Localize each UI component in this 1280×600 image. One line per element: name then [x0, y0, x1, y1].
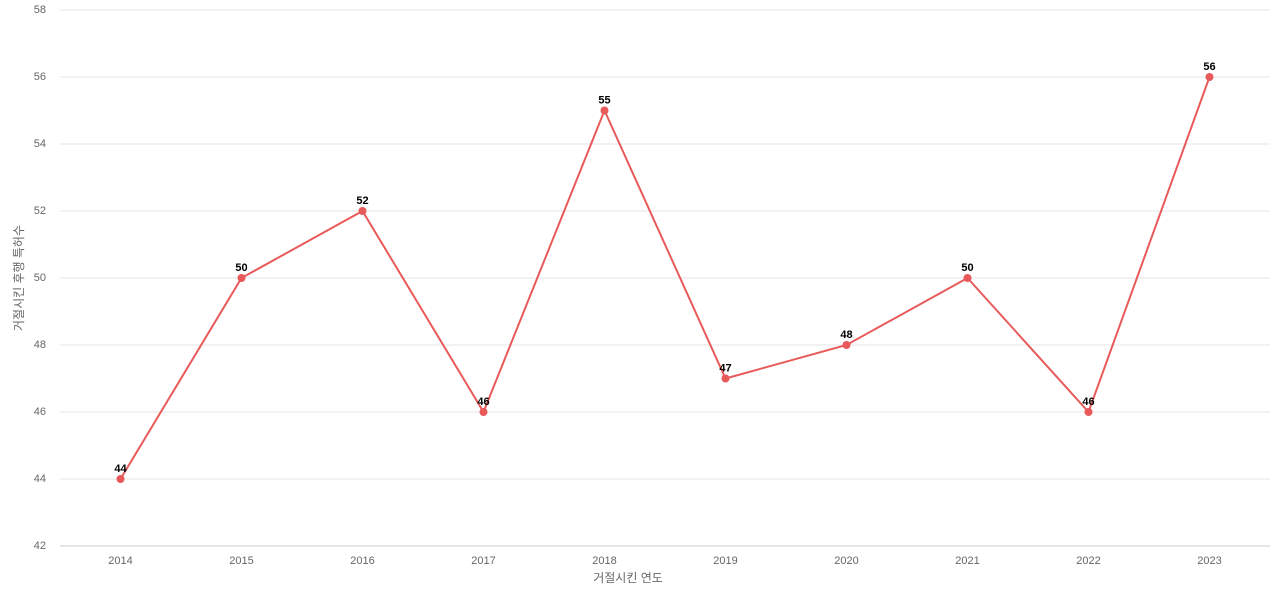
data-label: 50: [235, 262, 247, 274]
data-label: 52: [356, 195, 368, 207]
point: [116, 475, 125, 483]
point: [721, 374, 730, 383]
x-tick-label: 2022: [1076, 555, 1100, 567]
point: [479, 408, 488, 416]
y-tick-label: 52: [34, 205, 46, 217]
x-tick-label: 2017: [471, 555, 495, 567]
x-axis-label: 거절시킨 연도: [593, 571, 663, 585]
data-label: 44: [114, 463, 127, 475]
x-tick-label: 2014: [108, 555, 132, 567]
point: [237, 274, 246, 282]
x-tick-label: 2018: [592, 555, 616, 567]
line: [119, 76, 1211, 480]
point: [842, 341, 851, 349]
y-axis-label: 거절시킨 후행 특허수: [11, 225, 26, 331]
data-label: 46: [1082, 396, 1094, 408]
y-tick-label: 42: [34, 540, 46, 552]
x-tick-label: 2016: [350, 555, 374, 567]
point: [600, 106, 609, 115]
y-tick-label: 48: [34, 339, 46, 351]
data-label: 56: [1203, 61, 1215, 73]
y-tick-label: 44: [34, 473, 46, 485]
y-tick-label: 56: [34, 71, 46, 83]
y-tick-label: 54: [34, 138, 46, 150]
point: [1084, 408, 1093, 416]
point: [358, 207, 367, 215]
data-label: 55: [598, 94, 610, 106]
data-label: 48: [840, 329, 852, 341]
y-tick-label: 58: [34, 4, 46, 16]
x-tick-label: 2021: [955, 555, 979, 567]
data-label: 47: [719, 362, 731, 374]
point: [963, 274, 972, 282]
x-tick-label: 2015: [229, 555, 253, 567]
y-tick-label: 46: [34, 406, 46, 418]
x-tick-label: 2023: [1197, 555, 1221, 567]
data-label: 46: [477, 396, 489, 408]
x-tick-label: 2019: [713, 555, 737, 567]
point: [1205, 73, 1214, 81]
data-label: 50: [961, 262, 973, 274]
y-tick-label: 50: [34, 272, 46, 284]
x-tick-label: 2020: [834, 555, 858, 567]
